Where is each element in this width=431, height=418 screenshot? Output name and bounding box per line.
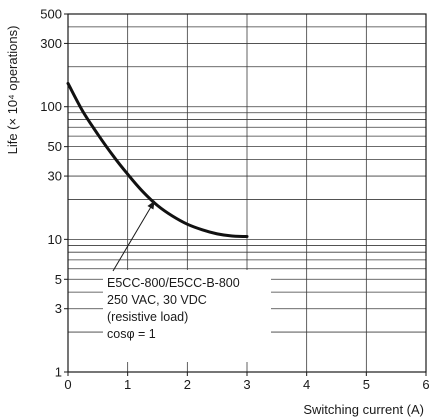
x-tick-label: 4	[303, 377, 310, 392]
y-tick-label: 100	[40, 99, 62, 114]
annotation-text-line: (resistive load)	[107, 310, 188, 324]
annotation-arrow-line	[112, 200, 155, 272]
y-tick-label: 1	[55, 365, 62, 380]
y-tick-label: 5	[55, 272, 62, 287]
y-axis-title: Life (× 10⁴ operations)	[5, 26, 20, 155]
x-tick-label: 3	[243, 377, 250, 392]
annotation-text-line: cosφ = 1	[107, 327, 156, 341]
life-curve-line	[66, 81, 249, 238]
series-group	[66, 81, 249, 238]
annotation-text-line: E5CC-800/E5CC-B-800	[107, 276, 240, 290]
x-tick-label: 1	[124, 377, 131, 392]
y-tick-label: 10	[48, 232, 62, 247]
x-tick-label: 0	[64, 377, 71, 392]
annotation-group: E5CC-800/E5CC-B-800 250 VAC, 30 VDC (resis…	[103, 200, 271, 362]
y-tick-label: 30	[48, 169, 62, 184]
y-tick-label: 300	[40, 36, 62, 51]
y-tick-label: 500	[40, 7, 62, 22]
annotation-box	[103, 270, 271, 362]
x-tick-label: 5	[363, 377, 370, 392]
x-tick-label: 2	[184, 377, 191, 392]
y-tick-label: 3	[55, 301, 62, 316]
annotation-arrowhead	[147, 200, 155, 210]
x-axis-title: Switching current (A)	[303, 402, 424, 417]
y-tick-label: 50	[48, 139, 62, 154]
annotation-text-line: 250 VAC, 30 VDC	[107, 293, 207, 307]
x-tick-label: 6	[422, 377, 429, 392]
